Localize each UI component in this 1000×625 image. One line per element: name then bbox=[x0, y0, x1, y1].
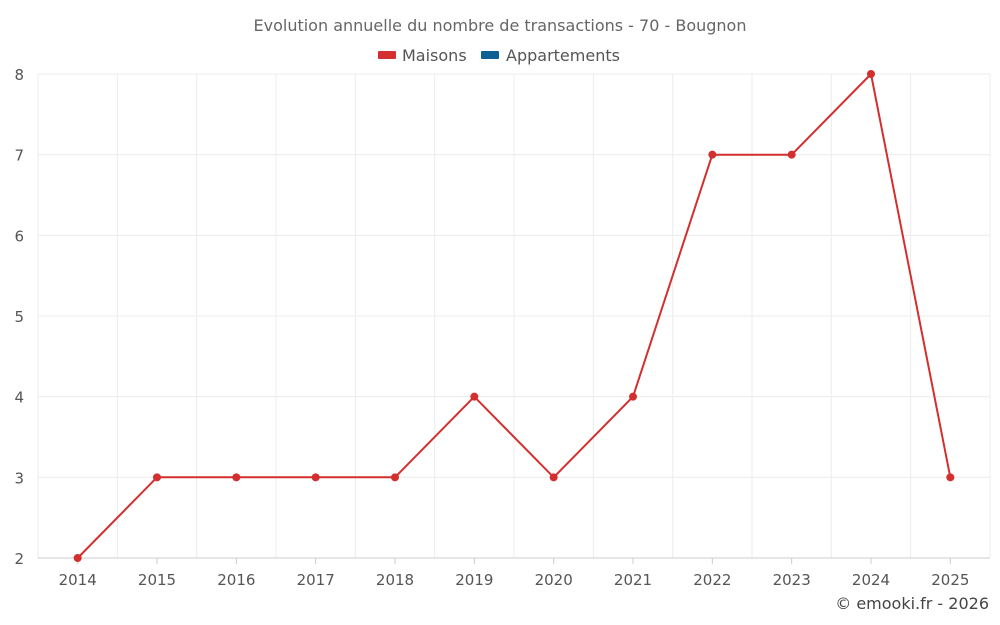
data-point-maisons-2024[interactable] bbox=[867, 70, 875, 78]
y-tick-label-3: 3 bbox=[14, 469, 24, 487]
legend-swatch-maisons bbox=[378, 51, 396, 59]
legend-item-maisons[interactable]: Maisons bbox=[378, 46, 467, 65]
axes: 2 3 4 5 6 7 8 2014 2015 2016 2017 2018 2019 2020 2021 2… bbox=[14, 66, 990, 589]
x-tick-label-2014: 2014 bbox=[59, 571, 97, 589]
series-line-maisons bbox=[76, 73, 952, 559]
y-tick-label-4: 4 bbox=[14, 389, 24, 407]
x-tick-label-2016: 2016 bbox=[217, 571, 255, 589]
legend-item-appartements[interactable]: Appartements bbox=[481, 46, 620, 65]
x-tick-label-2017: 2017 bbox=[297, 571, 335, 589]
data-point-maisons-2015[interactable] bbox=[153, 473, 161, 482]
data-point-maisons-2025[interactable] bbox=[946, 473, 955, 482]
data-point-maisons-2019[interactable] bbox=[470, 392, 479, 401]
data-point-maisons-2022[interactable] bbox=[708, 150, 717, 159]
y-tick-label-2: 2 bbox=[14, 550, 24, 568]
x-tick-label-2015: 2015 bbox=[138, 571, 176, 589]
data-point-maisons-2016[interactable] bbox=[232, 473, 241, 482]
series-layer bbox=[73, 70, 955, 562]
y-tick-label-5: 5 bbox=[14, 308, 24, 326]
x-tick-label-2024: 2024 bbox=[852, 571, 890, 589]
chart-title: Evolution annuelle du nombre de transact… bbox=[254, 16, 747, 35]
x-tick-label-2022: 2022 bbox=[693, 571, 731, 589]
credit-text: © emooki.fr - 2026 bbox=[835, 594, 989, 613]
legend-swatch-appartements bbox=[481, 51, 499, 59]
legend-label-maisons: Maisons bbox=[402, 46, 467, 65]
x-tick-label-2018: 2018 bbox=[376, 571, 414, 589]
data-point-maisons-2014[interactable] bbox=[73, 554, 82, 562]
data-point-maisons-2021[interactable] bbox=[629, 392, 637, 401]
y-tick-label-8: 8 bbox=[14, 66, 24, 84]
data-point-maisons-2017[interactable] bbox=[311, 473, 320, 482]
x-tick-label-2019: 2019 bbox=[455, 571, 493, 589]
x-tick-label-2023: 2023 bbox=[773, 571, 811, 589]
legend-label-appartements: Appartements bbox=[506, 46, 620, 65]
legend: Maisons Appartements bbox=[378, 46, 620, 65]
data-point-maisons-2018[interactable] bbox=[391, 473, 399, 482]
y-tick-label-6: 6 bbox=[14, 227, 24, 245]
data-point-maisons-2023[interactable] bbox=[787, 150, 796, 159]
x-tick-label-2021: 2021 bbox=[614, 571, 652, 589]
data-point-maisons-2020[interactable] bbox=[549, 473, 558, 482]
x-tick-label-2020: 2020 bbox=[535, 571, 573, 589]
y-tick-label-7: 7 bbox=[14, 147, 24, 165]
x-tick-label-2025: 2025 bbox=[931, 571, 969, 589]
grid bbox=[37, 73, 991, 558]
